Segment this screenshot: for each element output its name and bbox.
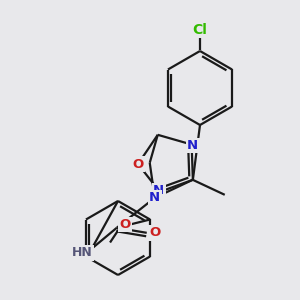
- Text: N: N: [149, 191, 160, 204]
- Text: HN: HN: [72, 246, 93, 259]
- Text: Cl: Cl: [193, 23, 207, 37]
- Text: O: O: [149, 226, 160, 239]
- Text: O: O: [132, 158, 144, 170]
- Text: O: O: [119, 218, 131, 231]
- Text: N: N: [187, 139, 198, 152]
- Text: N: N: [153, 184, 164, 197]
